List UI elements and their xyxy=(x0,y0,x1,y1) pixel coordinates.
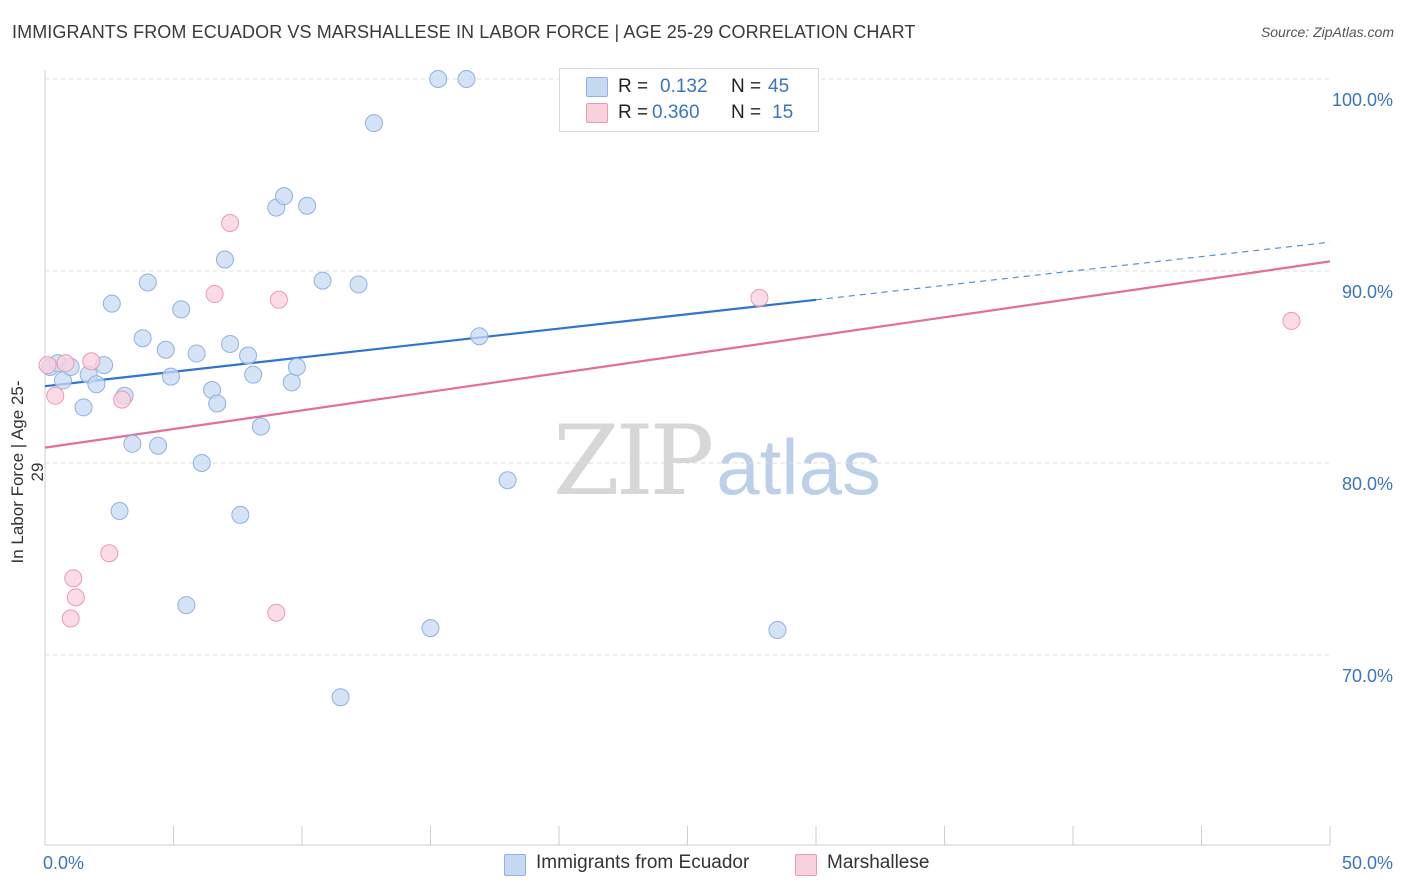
bottom-legend-label-marshallese: Marshallese xyxy=(827,852,930,873)
point-ecuador xyxy=(149,436,168,455)
point-ecuador xyxy=(102,294,121,313)
point-ecuador xyxy=(221,334,240,353)
point-ecuador xyxy=(123,434,142,453)
legend-r-value: 0.132 xyxy=(660,76,708,97)
point-marshallese xyxy=(38,356,57,375)
point-ecuador xyxy=(282,373,301,392)
point-ecuador xyxy=(457,70,476,88)
point-ecuador xyxy=(215,250,234,269)
bottom-legend-label-ecuador: Immigrants from Ecuador xyxy=(536,852,750,873)
point-ecuador xyxy=(192,454,211,472)
legend-r-label: R = xyxy=(618,102,649,123)
point-ecuador xyxy=(275,187,294,206)
point-ecuador xyxy=(251,417,270,436)
y-tick-label: 100.0% xyxy=(1332,90,1393,110)
point-marshallese xyxy=(56,354,75,373)
point-ecuador xyxy=(331,688,350,707)
point-ecuador xyxy=(231,505,250,524)
legend-r-value: 0.360 xyxy=(652,102,700,123)
point-marshallese xyxy=(100,544,119,563)
point-ecuador xyxy=(161,367,180,386)
legend-swatch-marshallese xyxy=(586,103,608,123)
source-credit: Source: ZipAtlas.com xyxy=(1260,24,1394,40)
point-ecuador xyxy=(208,394,227,413)
point-marshallese xyxy=(61,609,80,628)
point-marshallese xyxy=(1282,311,1301,330)
point-ecuador xyxy=(429,70,448,88)
legend-r-label: R = xyxy=(618,76,649,97)
bottom-legend-swatch-ecuador xyxy=(504,854,526,876)
chart-title: IMMIGRANTS FROM ECUADOR VS MARSHALLESE I… xyxy=(12,22,916,42)
point-ecuador xyxy=(768,621,787,640)
legend-n-label: N = xyxy=(731,76,762,97)
point-ecuador xyxy=(53,371,72,390)
x-tick-label-min: 0.0% xyxy=(43,853,84,873)
point-marshallese xyxy=(46,386,65,405)
point-ecuador xyxy=(470,327,489,346)
point-marshallese xyxy=(221,214,240,232)
legend-n-label: N = xyxy=(731,102,762,123)
watermark: ZIPatlas xyxy=(553,405,881,517)
x-tick-label-max: 50.0% xyxy=(1342,853,1393,873)
y-tick-label: 80.0% xyxy=(1342,474,1393,494)
point-marshallese xyxy=(205,285,224,304)
point-ecuador xyxy=(498,471,517,490)
y-tick-label: 90.0% xyxy=(1342,282,1393,302)
point-marshallese xyxy=(267,603,286,622)
watermark-zip: ZIP xyxy=(553,405,714,517)
point-marshallese xyxy=(750,288,769,307)
stats-legend: R = 0.132 N = 45 R = 0.360 N = 15 xyxy=(559,68,819,132)
y-axis-label: In Labor Force | Age 25-29 xyxy=(8,380,47,564)
point-ecuador xyxy=(287,358,306,376)
point-ecuador xyxy=(187,344,206,363)
point-ecuador xyxy=(177,596,196,615)
point-marshallese xyxy=(64,569,83,588)
point-ecuador xyxy=(138,273,157,292)
point-marshallese xyxy=(113,390,132,409)
point-ecuador xyxy=(244,365,263,384)
point-ecuador xyxy=(313,271,332,290)
point-marshallese xyxy=(269,290,288,309)
point-ecuador xyxy=(133,329,152,348)
point-ecuador xyxy=(349,275,368,294)
watermark-atlas: atlas xyxy=(716,423,881,511)
point-marshallese xyxy=(82,352,101,371)
trendline-marshallese xyxy=(44,260,1331,449)
point-ecuador xyxy=(364,114,383,133)
legend-n-value: 15 xyxy=(772,102,794,123)
bottom-legend-swatch-marshallese xyxy=(795,854,817,876)
point-ecuador xyxy=(74,398,93,417)
legend-swatch-ecuador xyxy=(586,77,608,97)
legend-n-value: 45 xyxy=(768,76,790,97)
point-ecuador xyxy=(87,375,106,394)
point-marshallese xyxy=(66,588,85,607)
y-tick-label: 70.0% xyxy=(1342,666,1393,686)
point-ecuador xyxy=(239,346,258,365)
point-ecuador xyxy=(156,340,175,359)
trendline-ecuador-extension xyxy=(815,241,1331,301)
point-ecuador xyxy=(172,300,191,319)
point-ecuador xyxy=(298,196,317,215)
point-ecuador xyxy=(421,619,440,638)
point-ecuador xyxy=(110,502,129,520)
